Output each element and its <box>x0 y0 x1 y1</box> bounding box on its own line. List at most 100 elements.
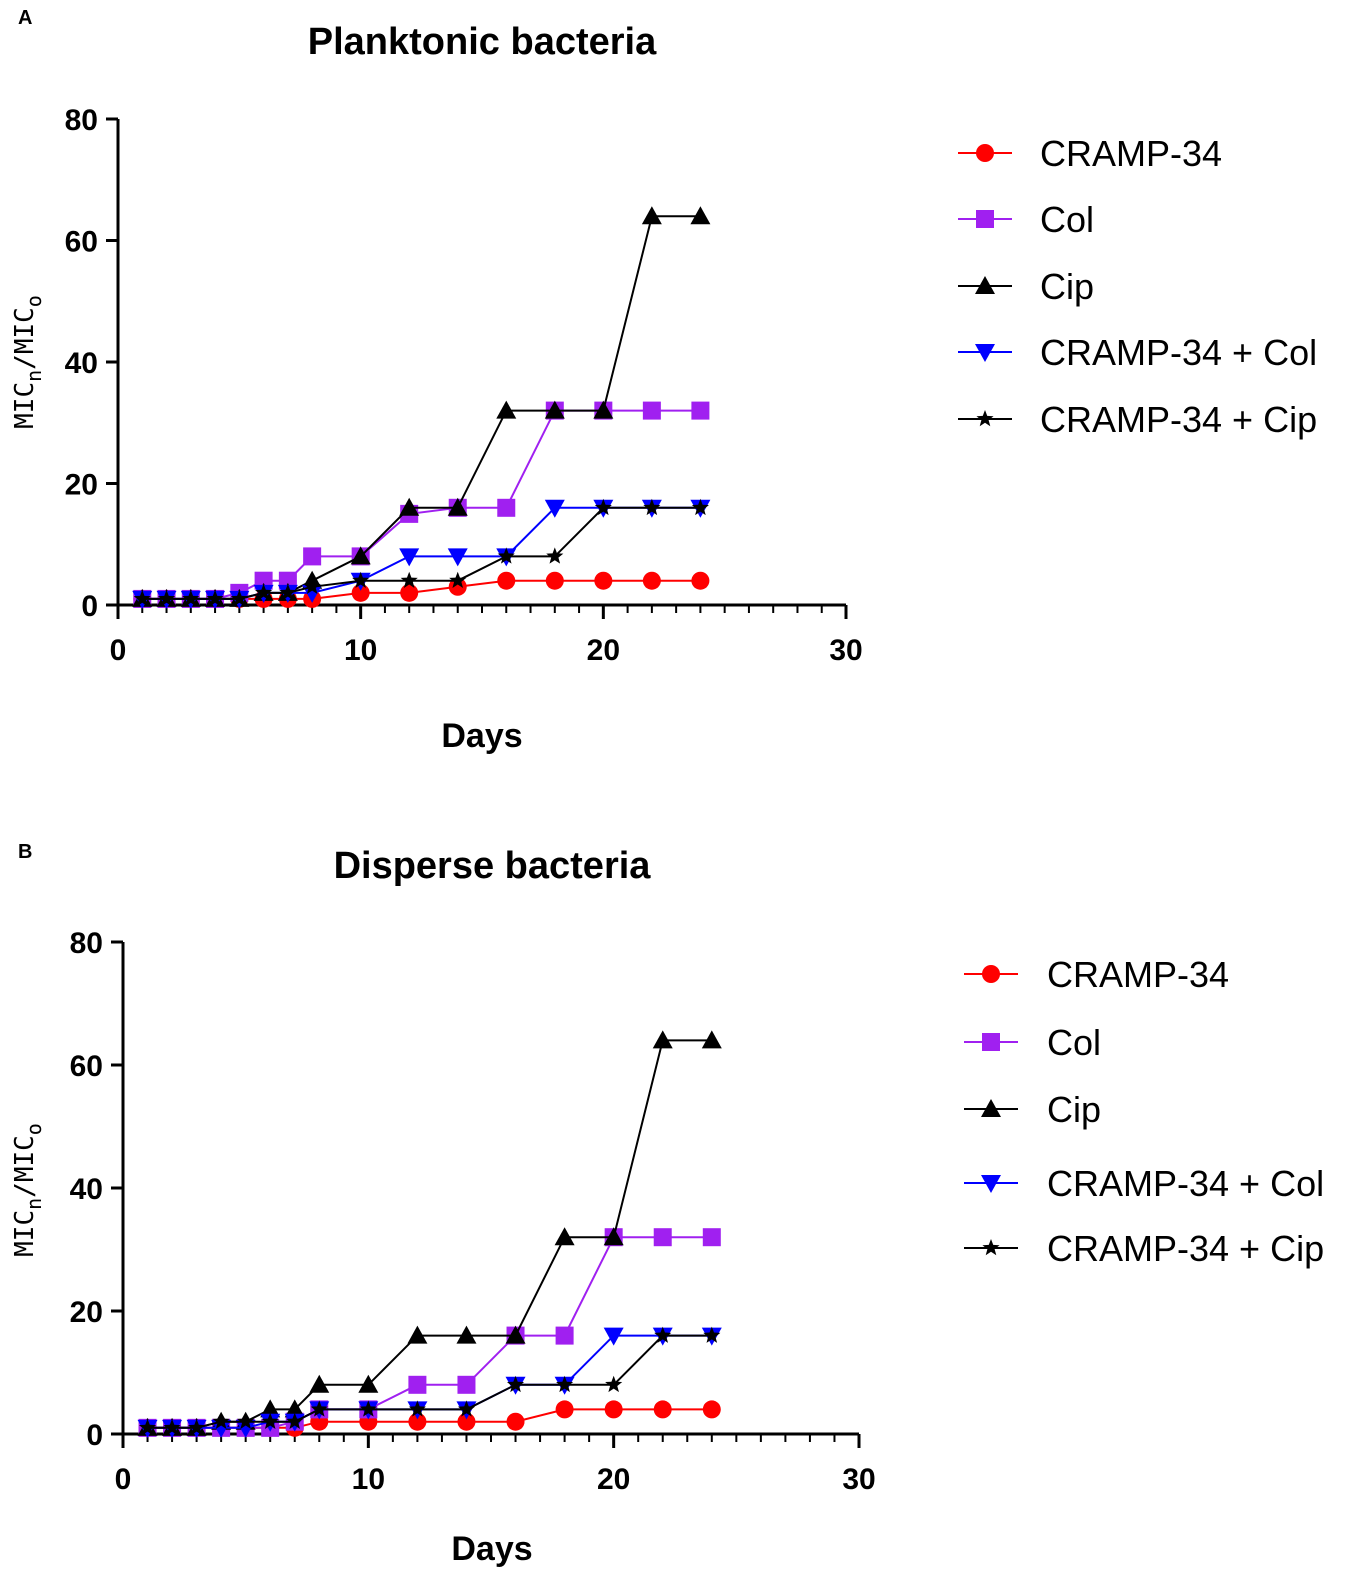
panel-b-series-cramp-34-cip-point <box>457 1400 476 1417</box>
panel-b-series-cip-point <box>260 1399 281 1418</box>
panel-a-series-cramp-34-cip-point <box>133 589 151 607</box>
panel-b-plot-area: 0 20 40 60 80 0 10 20 30 <box>70 927 876 1496</box>
panel-a-x-tick-label: 30 <box>829 634 862 667</box>
panel-a-series-cip-line <box>142 215 701 600</box>
panel-b-series-cip-point <box>407 1325 428 1344</box>
panel-b-series-col-point <box>702 1228 721 1247</box>
panel-a-series-cramp-34-point <box>545 571 564 590</box>
panel-a-letter: A <box>18 7 32 29</box>
panel-a-y-tick-label: 40 <box>65 347 98 380</box>
panel-a-series-cramp-34-cip-point <box>182 589 200 607</box>
panel-b-series-cramp-34-point <box>408 1412 427 1431</box>
panel-b-series-cramp-34-cip <box>138 1326 721 1436</box>
panel-b-series-cramp-34-col-line <box>147 1334 712 1429</box>
panel-b: B Disperse bacteria Days MICn/MICo 0 20 40… <box>10 841 1324 1568</box>
panel-a-series-cip-point <box>496 400 517 419</box>
panel-a-series-cramp-34-point <box>594 571 613 590</box>
panel-a-legend-item-marker <box>975 276 995 294</box>
panel-b-ylabel-slash: /MIC <box>10 1135 40 1198</box>
panel-a-legend: CRAMP-34 Col Cip CRAMP-34 + Col CRAMP-34 + C… <box>958 133 1317 440</box>
panel-b-legend-item: Cip <box>964 1089 1101 1130</box>
panel-a-y-tick-label: 60 <box>65 226 98 259</box>
panel-a-series-cramp-34-cip-point <box>497 547 515 564</box>
panel-b-series-cramp-34-cip-point <box>506 1375 525 1393</box>
panel-b-ylabel-sub-n: n <box>22 1198 46 1210</box>
panel-b-legend-item-marker <box>981 1099 1001 1117</box>
panel-a-ylabel-slash: /MIC <box>10 307 40 370</box>
panel-a-series-col-point <box>691 401 710 420</box>
panel-a-series-cramp-34-cip-point <box>594 498 612 516</box>
panel-a-x-tick-label: 0 <box>110 634 127 667</box>
panel-b-legend-item-label: Col <box>1047 1022 1101 1063</box>
panel-b-x-tick-label: 10 <box>352 1463 385 1496</box>
panel-b-x-tick-label: 20 <box>597 1463 630 1496</box>
panel-a-series-cramp-34-cip <box>133 498 709 607</box>
panel-b-series-cramp-34-cip-point <box>188 1418 206 1436</box>
panel-a-series-col-point <box>497 498 516 517</box>
panel-b-legend-item-marker <box>981 1175 1001 1193</box>
panel-b-series-cip-point <box>284 1399 305 1418</box>
panel-b-series-cip-point <box>505 1325 526 1344</box>
panel-a-y-tick-label: 80 <box>65 104 98 137</box>
panel-b-series-cramp-34-cip-point <box>310 1400 328 1417</box>
panel-a-series-cramp-34-cip-point <box>546 547 564 564</box>
panel-a-series-cramp-34-point <box>351 583 370 602</box>
panel-b-series-col-point <box>555 1326 574 1345</box>
panel-b-ylabel: MICn/MICo <box>10 1123 46 1257</box>
panel-a-series-col <box>133 401 710 608</box>
panel-b-legend: CRAMP-34 Col Cip CRAMP-34 + Col CRAMP-34 + C… <box>964 954 1324 1269</box>
panel-a-series-cramp-34-cip-point <box>352 571 370 588</box>
panel-b-legend-item: Col <box>964 1022 1101 1063</box>
panel-b-series-cramp-34-point <box>702 1400 721 1419</box>
panel-a-ylabel-main: MIC <box>10 382 40 429</box>
panel-a-legend-item: CRAMP-34 + Cip <box>958 399 1317 440</box>
panel-b-y-tick-label: 0 <box>86 1419 103 1452</box>
panel-b-y-tick-label: 80 <box>70 927 103 960</box>
panel-b-series-cramp-34-cip-point <box>654 1326 672 1343</box>
panel-a-legend-item-label: CRAMP-34 + Col <box>1040 332 1317 373</box>
panel-a-series-cramp-34-point <box>497 571 516 590</box>
panel-b-legend-item-label: CRAMP-34 + Cip <box>1047 1228 1324 1269</box>
panel-a-series-cip-point <box>544 400 565 419</box>
panel-b-series-cip-point <box>554 1227 575 1246</box>
panel-a-series-cramp-34-col <box>132 499 711 609</box>
panel-b-x-tick-label: 0 <box>115 1463 132 1496</box>
panel-b-series-cramp-34-point <box>653 1400 672 1419</box>
panel-a-series-cramp-34-col-point <box>302 584 323 603</box>
panel-a-series-cramp-34-col-point <box>544 499 565 518</box>
panel-b-series-cramp-34-cip-point <box>605 1375 623 1393</box>
panel-b-y-tick-label: 60 <box>70 1050 103 1083</box>
panel-b-series-cip-point <box>309 1374 330 1393</box>
panel-a-legend-item: CRAMP-34 + Col <box>958 332 1317 373</box>
panel-a-series-cramp-34-cip-point <box>206 589 224 607</box>
panel-a-legend-item-label: Cip <box>1040 266 1094 307</box>
panel-a-series-cramp-34-point <box>448 577 467 596</box>
panel-a-series-cramp-34-cip-point <box>449 571 467 588</box>
panel-b-series-cramp-34-cip-point <box>359 1400 377 1417</box>
panel-a-legend-item-label: CRAMP-34 + Cip <box>1040 399 1317 440</box>
panel-b-series-cramp-34-point <box>604 1400 623 1419</box>
panel-b-legend-item: CRAMP-34 + Cip <box>964 1228 1324 1269</box>
panel-b-legend-item-marker <box>982 1033 1000 1051</box>
panel-b-series-cramp-34-line <box>147 1408 712 1429</box>
panel-b-legend-item-label: Cip <box>1047 1089 1101 1130</box>
panel-b-series-cramp-34-cip-point <box>286 1412 304 1429</box>
panel-b-y-tick-label: 20 <box>70 1296 103 1329</box>
panel-a-series-cramp-34-cip-point <box>230 589 248 607</box>
panel-b-series-cramp-34-col-point <box>603 1327 624 1346</box>
panel-a-y-tick-label: 0 <box>81 590 98 623</box>
panel-a-series-cramp-34-cip-point <box>279 583 297 601</box>
panel-a-series-cramp-34-cip-point <box>157 589 176 607</box>
panel-b-series-cip-point <box>358 1374 379 1393</box>
panel-b-series-cramp-34-point <box>457 1412 476 1431</box>
panel-b-legend-item: CRAMP-34 + Col <box>964 1163 1324 1204</box>
panel-b-series-cramp-34-point <box>506 1412 525 1431</box>
panel-a-series-cip-point <box>690 206 711 225</box>
panel-a-series-cramp-34-cip-line <box>142 506 701 600</box>
panel-a-legend-item: Cip <box>958 266 1094 307</box>
panel-a-series-cip-point <box>447 497 468 516</box>
panel-a-y-tick-label: 20 <box>65 469 98 502</box>
panel-b-letter: B <box>18 841 32 863</box>
panel-b-series-cip-point <box>652 1030 673 1049</box>
panel-a-legend-item-label: Col <box>1040 199 1094 240</box>
